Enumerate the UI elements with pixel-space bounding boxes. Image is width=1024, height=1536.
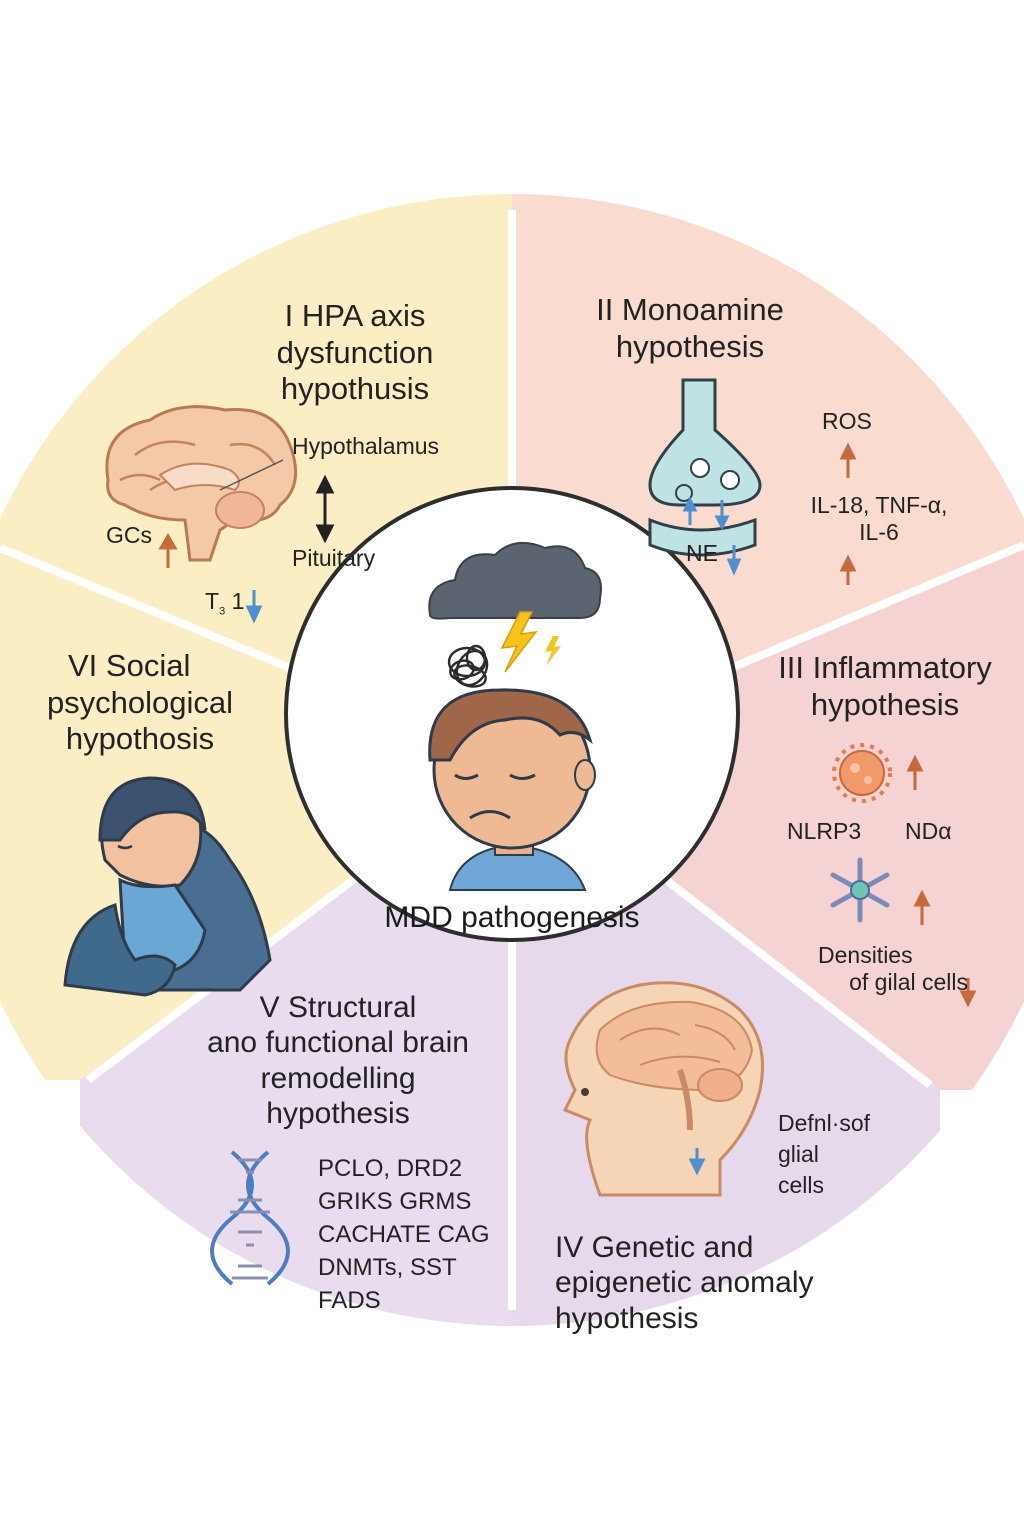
glial-cells-label: Defnl·sof glial cells [778,1108,870,1201]
gene-list: PCLO, DRD2 GRIKS GRMS CACHATE CAG DNMTs,… [318,1152,490,1318]
ros-label: ROS [822,408,872,434]
head-profile-icon [562,981,764,1197]
t3-down-arrow-icon [245,590,263,624]
glial-line-2: glial [778,1141,819,1168]
glial-line-3: cells [778,1172,825,1199]
cytokines-line-1: IL-18, TNF-α, [810,492,948,518]
structural-title-line-4: hypothesis [266,1097,410,1131]
center-title: MDD pathogenesis [384,901,640,934]
sector-inflammatory-background [512,545,1024,1090]
t3-subscript: 3 [219,605,226,618]
gene-item: CACHATE CAG [318,1221,490,1249]
cytokine-up-arrow-icon [839,554,857,585]
hpa-title-line-1: I HPA axis [284,298,426,333]
inflammatory-cell-icon [832,743,892,803]
social-title-line-3: hypothosis [65,721,215,757]
genetic-title-line-2: epigenetic anomaly [555,1266,814,1300]
hpa-title: I HPA axis dysfunction hypothusis [215,298,495,408]
inflammatory-title: III Inflammatory hypothesis [760,650,1010,723]
gene-item: GRIKS GRMS [318,1188,472,1216]
ne-arrows-icon [682,496,742,576]
monoamine-title: II Monoamine hypothesis [555,292,825,365]
ne-label: NE [686,540,718,566]
monoamine-title-line-1: II Monoamine [596,292,784,327]
hpa-double-arrow-icon [315,474,335,544]
lightning-icon [500,611,561,673]
glial-line-1: Defnl·sof [778,1110,871,1136]
structural-title: V Structural ano functional brain remode… [168,990,508,1132]
hpa-title-line-3: hypothusis [280,371,430,407]
brain-sagittal-icon [105,405,298,562]
structural-title-line-2: ano functional brain [207,1026,469,1060]
densities-line-1: Densities [818,942,913,968]
hpa-title-line-2: dysfunction [276,334,434,370]
gene-item: PCLO, DRD2 [318,1155,463,1182]
structural-title-line-1: V Structural [259,991,417,1024]
t3-suffix: 1 [231,588,245,614]
t3-main: T [205,588,220,614]
glial-cell-icon [830,857,890,923]
densities-label: Densities of gilal cells [808,942,968,996]
gene-item: DNMTs, SST [318,1254,457,1282]
glial-density-down-arrow-icon [959,978,977,1008]
genetic-title-line-3: hypothesis [555,1301,699,1335]
inflammatory-title-line-2: hypothesis [810,686,960,722]
genetic-down-arrow-icon [688,1148,706,1176]
cytokines-line-2: IL-6 [859,519,899,546]
sad-person-icon [428,688,596,891]
genetic-title: IV Genetic and epigenetic anomaly hypoth… [555,1230,855,1336]
dna-helix-icon [210,1150,290,1286]
densities-line-2: of gilal cells [849,969,968,996]
nlrp3-label: NLRP3 [787,818,862,844]
glial-up-arrow-icon [913,889,931,925]
ros-up-arrow-icon [839,442,857,478]
social-title-line-2: psychological [46,684,234,720]
storm-cloud-icon [428,541,602,620]
nlrp3-up-arrow-icon [906,754,924,790]
hunched-person-icon [63,776,272,997]
social-title: VI Social psychological hypothosis [20,648,260,758]
t3-label: T3 1 [205,588,244,619]
synapse-icon [648,378,762,557]
gcs-up-arrow-icon [158,533,178,568]
genetic-title-line-1: IV Genetic and [555,1231,754,1264]
nd-alpha-label: NDα [905,818,952,844]
gene-item: FADS [318,1287,381,1315]
cytokines-label: IL-18, TNF-α, IL-6 [794,492,964,546]
gcs-label: GCs [106,522,152,548]
social-title-line-1: VI Social [68,648,191,683]
hypothalamus-label: Hypothalamus [292,433,440,459]
monoamine-title-line-2: hypothesis [615,328,765,364]
pituitary-label: Pituitary [292,545,376,571]
inflammatory-title-line-1: III Inflammatory [778,650,992,685]
structural-title-line-3: remodelling [260,1061,416,1095]
tangled-thoughts-icon [447,644,489,688]
